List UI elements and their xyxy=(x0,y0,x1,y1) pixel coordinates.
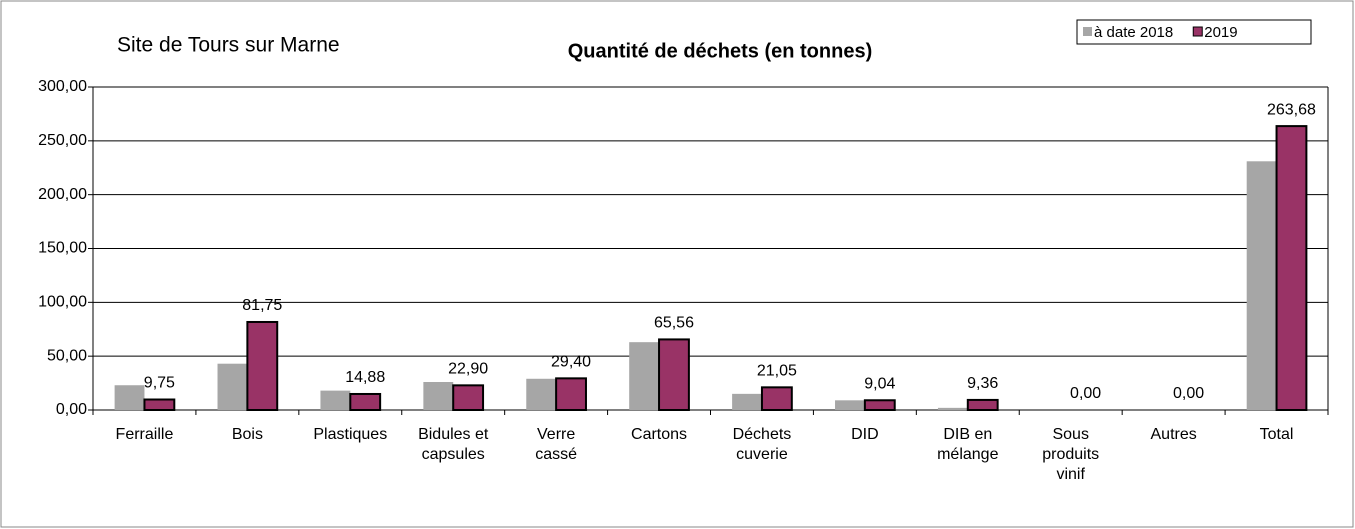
legend-swatch xyxy=(1192,26,1203,37)
chart-title: Quantité de déchets (en tonnes) xyxy=(568,40,872,62)
bar xyxy=(143,398,176,412)
data-label: 81,75 xyxy=(242,297,282,314)
bar xyxy=(1275,125,1308,412)
bar xyxy=(246,320,279,412)
data-label: 21,05 xyxy=(757,363,797,380)
x-tick-label: Total xyxy=(1260,426,1294,443)
data-label: 14,88 xyxy=(345,369,385,386)
bar xyxy=(835,400,865,410)
data-label: 65,56 xyxy=(654,315,694,332)
bar xyxy=(452,384,485,411)
data-label: 9,75 xyxy=(144,375,175,392)
y-tick-label: 50,00 xyxy=(47,347,87,364)
data-label: 0,00 xyxy=(1173,385,1204,402)
y-tick-label: 100,00 xyxy=(38,294,87,311)
y-tick-label: 250,00 xyxy=(38,132,87,149)
bar xyxy=(423,382,454,410)
bar xyxy=(217,363,248,410)
x-tick-label: Plastiques xyxy=(313,426,387,443)
bar xyxy=(937,407,968,410)
x-tick-label: Déchets cuverie xyxy=(733,426,792,463)
bar xyxy=(320,390,351,410)
legend-swatch xyxy=(1083,27,1092,36)
x-tick-label: Sous produits vinif xyxy=(1042,426,1099,483)
bar xyxy=(114,385,145,410)
legend-label: à date 2018 xyxy=(1094,24,1173,41)
bar xyxy=(1246,161,1277,410)
legend-label: 2019 xyxy=(1204,24,1237,41)
bar xyxy=(658,338,690,411)
data-label: 9,04 xyxy=(864,375,895,392)
bar xyxy=(966,398,999,411)
bar xyxy=(555,377,587,412)
y-tick-label: 200,00 xyxy=(38,186,87,203)
x-tick-label: Verre cassé xyxy=(535,426,577,463)
x-tick-label: DID xyxy=(851,426,879,443)
bar xyxy=(349,392,382,411)
y-tick-label: 300,00 xyxy=(38,78,87,95)
y-tick-label: 150,00 xyxy=(38,240,87,257)
bar xyxy=(732,393,762,410)
x-tick-label: Bois xyxy=(232,426,263,443)
x-tick-label: Ferraille xyxy=(116,426,174,443)
bar xyxy=(760,386,793,412)
data-label: 9,36 xyxy=(967,375,998,392)
x-tick-label: Autres xyxy=(1151,426,1197,443)
y-tick-label: 0,00 xyxy=(56,401,87,418)
x-tick-label: DIB en mélange xyxy=(937,426,998,463)
x-tick-label: Cartons xyxy=(631,426,687,443)
bar xyxy=(863,399,896,412)
bar xyxy=(526,378,557,410)
bar xyxy=(629,342,660,410)
data-label: 22,90 xyxy=(448,361,488,378)
data-label: 263,68 xyxy=(1267,101,1316,118)
x-tick-label: Bidules et capsules xyxy=(418,426,489,463)
chart-subtitle: Site de Tours sur Marne xyxy=(117,34,340,57)
data-label: 0,00 xyxy=(1070,385,1101,402)
data-label: 29,40 xyxy=(551,354,591,371)
